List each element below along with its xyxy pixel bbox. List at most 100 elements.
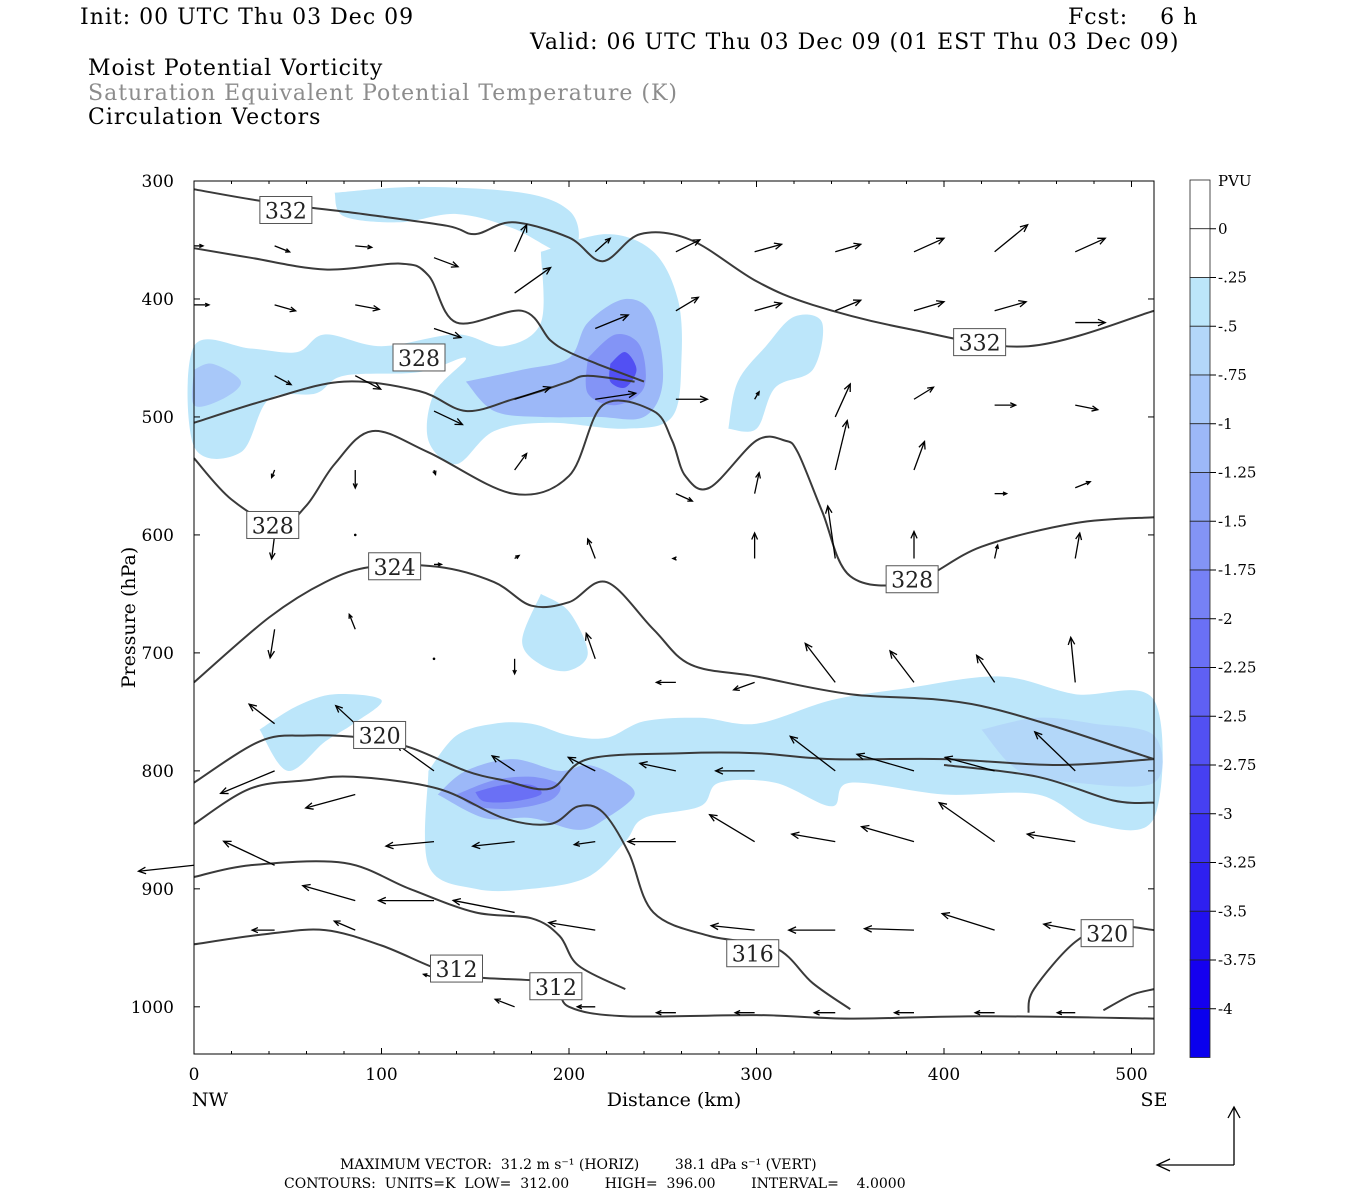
circulation-vector [943, 755, 995, 772]
circulation-vector [433, 257, 460, 268]
circulation-vector [975, 654, 996, 683]
colorbar-label: -2.5 [1218, 707, 1247, 725]
circulation-vector [1042, 921, 1076, 931]
circulation-vector [512, 658, 517, 676]
circulation-vector [432, 657, 436, 661]
vector-head [812, 1009, 820, 1016]
circulation-vector [654, 679, 676, 686]
field-title-pv: Moist Potential Vorticity [88, 56, 384, 81]
circulation-vector [514, 223, 528, 253]
vector-head [773, 242, 784, 250]
colorbar-label: -2.75 [1218, 756, 1256, 774]
vector-shaft [248, 703, 276, 725]
vector-shaft [827, 505, 836, 559]
circulation-vector [913, 386, 935, 400]
vector-head [515, 554, 521, 560]
circulation-vector [714, 767, 755, 775]
vector-head [289, 306, 298, 313]
vector-shaft [305, 793, 356, 809]
vector-head [219, 787, 229, 795]
vector-shaft [514, 267, 552, 294]
vector-shaft [433, 257, 459, 268]
vector-head [586, 537, 593, 545]
vector-head [654, 1009, 662, 1016]
y-tick-label: 700 [142, 644, 174, 664]
circulation-vector [304, 793, 356, 810]
circulation-vector [1075, 318, 1107, 327]
colorbar-label: -3.75 [1218, 951, 1256, 969]
theta-es-contour [1102, 988, 1155, 1012]
vector-head [352, 483, 358, 490]
circulation-vector [834, 418, 850, 471]
vector-shaft [834, 420, 848, 471]
vector-shaft [639, 762, 677, 772]
vector-head [620, 314, 630, 322]
contour-label-box [1080, 919, 1134, 948]
vector-shaft [856, 753, 915, 772]
vector-head [755, 471, 762, 479]
vector-shaft [861, 826, 915, 843]
vector-head [285, 248, 292, 253]
vector-head [841, 418, 850, 429]
vector-shaft [302, 885, 356, 902]
pv-region [424, 676, 1163, 892]
vector-shaft [834, 383, 851, 418]
vector-head [542, 385, 553, 394]
contour-label-text: 328 [891, 569, 933, 594]
colorbar-label: -4 [1218, 1000, 1233, 1018]
circulation-vector [490, 754, 515, 772]
colorbar-label: -1 [1218, 415, 1233, 433]
circulation-vector [753, 471, 762, 494]
vector-head [1042, 921, 1052, 930]
pv-region [191, 363, 242, 407]
circulation-vector [274, 375, 293, 386]
vector-head [1009, 402, 1018, 409]
circulation-vector [566, 756, 596, 772]
vector-head [222, 840, 232, 848]
vector-head [889, 649, 898, 659]
vector-head [1055, 1010, 1063, 1016]
vector-shaft [675, 296, 699, 312]
vector-head [973, 1009, 981, 1016]
valid-time: Valid: 06 UTC Thu 03 Dec 09 (01 EST Thu … [530, 30, 1180, 55]
vector-head [927, 386, 935, 393]
vector-shaft [567, 756, 596, 772]
colorbar-label: -3.5 [1218, 902, 1247, 920]
y-tick-label: 1000 [131, 998, 174, 1018]
vector-shaft [1070, 637, 1076, 683]
vector-head [1091, 405, 1100, 412]
vector-shaft [274, 375, 292, 386]
colorbar-swatch [1189, 910, 1211, 961]
circulation-vector [493, 998, 515, 1008]
circulation-vector [671, 556, 677, 561]
vector-shaft [835, 299, 861, 312]
vector-shaft [938, 802, 995, 843]
x-tick-label: 500 [1115, 1065, 1147, 1085]
circulation-vector [675, 493, 694, 502]
vector-head [575, 1004, 583, 1010]
vector-head [451, 897, 462, 906]
circulation-vector [993, 543, 1000, 559]
circulation-vector [451, 897, 515, 914]
circulation-vector [709, 922, 755, 931]
circulation-vector [937, 801, 995, 843]
vector-head [1018, 299, 1028, 308]
circulation-vector [332, 920, 356, 931]
circulation-vector [859, 824, 915, 843]
circulation-vector [434, 562, 444, 567]
vector-head [918, 440, 926, 450]
vector-shaft [993, 544, 999, 559]
vector-shaft [994, 224, 1029, 253]
vector-shaft [944, 756, 995, 772]
circulation-vector [575, 1004, 596, 1010]
colorbar: PVU 0 -.25 -.5 -.75 -1 -1.25 -1.5 -1.75 -2 -2.25 -2… [1189, 172, 1256, 1058]
vector-head [471, 841, 481, 850]
colorbar-swatch [1189, 325, 1211, 376]
vector-head [859, 824, 870, 833]
vector-shaft [913, 301, 945, 312]
vector-head [687, 496, 694, 502]
circulation-vector [754, 242, 784, 253]
contour-label: 316 [726, 939, 780, 968]
vector-shaft [711, 924, 755, 931]
